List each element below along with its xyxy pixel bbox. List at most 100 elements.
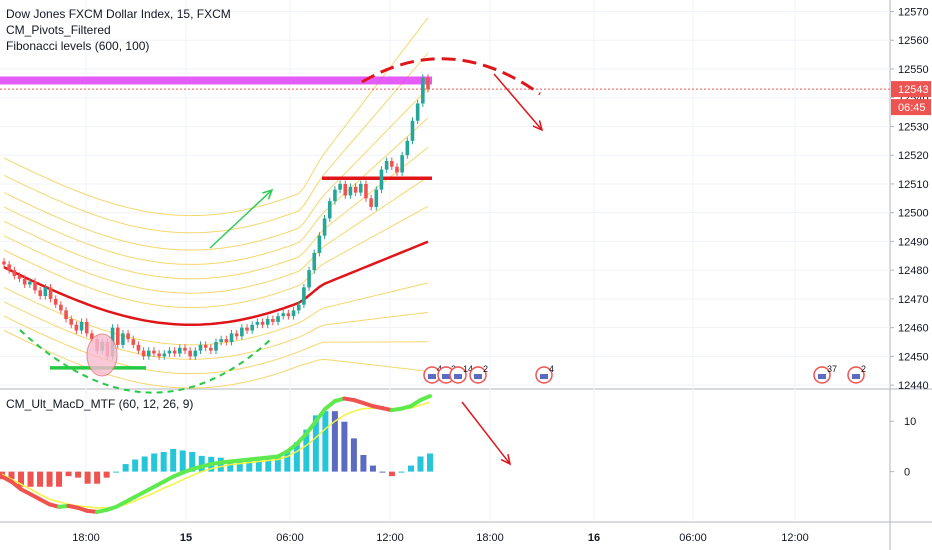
fib-band-line — [3, 88, 429, 251]
macd-hist-bar — [312, 415, 319, 472]
macd-hist-bar — [284, 450, 291, 472]
macd-hist-bar — [322, 411, 329, 472]
event-marker-count: 2 — [861, 364, 866, 374]
candle-body — [33, 281, 37, 291]
macd-hist-bar — [113, 471, 120, 473]
candle-body — [405, 140, 410, 156]
candle-body — [333, 189, 337, 202]
x-tick-label: 06:00 — [276, 532, 304, 544]
candle-body — [157, 353, 161, 357]
macd-hist-bar — [170, 448, 177, 472]
candle-body — [43, 287, 48, 297]
macd-hist-bar — [427, 453, 433, 472]
macd-hist-bar — [303, 429, 310, 472]
macd-hist-bar — [151, 453, 158, 472]
candle-body — [79, 321, 84, 331]
macd-hist-bar — [217, 457, 224, 472]
arrow-down-macd — [461, 401, 511, 465]
legend-symbol[interactable]: Dow Jones FXCM Dollar Index, 15, FXCM — [6, 7, 231, 21]
candle-body — [162, 353, 167, 357]
candle-body — [48, 287, 53, 299]
candle-body — [64, 310, 68, 320]
legend-indicator-fib[interactable]: Fibonacci levels (600, 100) — [6, 39, 150, 53]
macd-line-segment — [294, 431, 309, 446]
x-tick-label: 15 — [180, 532, 192, 544]
fib-band-line — [3, 330, 429, 389]
candle-body — [172, 350, 177, 354]
macd-hist-bar — [379, 471, 386, 473]
x-tick-label: 12:00 — [376, 532, 404, 544]
candle-body — [219, 339, 223, 343]
candle-body — [90, 333, 94, 340]
candle-body — [2, 261, 6, 265]
arrow-up-head — [262, 188, 274, 200]
candle-body — [136, 344, 141, 351]
macd-hist-bar — [293, 442, 300, 472]
fib-band-line — [3, 52, 429, 234]
candle-body — [229, 333, 234, 343]
macd-line-segment — [285, 441, 299, 454]
fib-band-line — [3, 301, 429, 360]
macd-hist-bar — [46, 471, 53, 487]
macd-hist-bar — [18, 471, 25, 487]
candle-body — [291, 310, 296, 317]
macd-hist-bar — [84, 471, 91, 484]
y-tick-label: 12490 — [898, 236, 929, 248]
flag-icon — [818, 374, 826, 379]
macd-hist-bar — [189, 451, 196, 472]
candle-body — [53, 298, 58, 305]
flag-icon — [540, 374, 548, 379]
arrow-down-main-head — [532, 120, 544, 132]
y-tick-label: 12450 — [898, 351, 929, 363]
x-tick-label: 06:00 — [679, 532, 707, 544]
candle-body — [260, 321, 265, 325]
macd-hist-bar — [398, 471, 405, 473]
macd-hist-bar — [94, 471, 101, 484]
annotations — [19, 57, 544, 466]
candle-body — [379, 169, 384, 190]
fib-band-line — [3, 17, 429, 217]
candle-body — [12, 270, 17, 276]
candle-body — [188, 350, 192, 357]
candle-body — [167, 350, 172, 354]
candle-body — [302, 287, 306, 305]
candle-body — [426, 77, 430, 90]
flag-icon — [428, 374, 436, 379]
candle-body — [322, 218, 327, 236]
x-tick-label: 12:00 — [781, 532, 809, 544]
macd-hist-bar — [198, 455, 205, 472]
candle-body — [245, 327, 249, 331]
macd-hist-bar — [360, 454, 367, 472]
macd-hist-bar — [407, 465, 414, 472]
candle-body — [255, 321, 260, 325]
x-tick-label: 18:00 — [72, 532, 100, 544]
macd-pane[interactable] — [0, 394, 433, 514]
candle-body — [307, 270, 311, 288]
macd-hist-bar — [331, 411, 338, 472]
event-marker-count: 4 — [437, 364, 442, 374]
macd-hist-bar — [417, 456, 424, 472]
fib-band-line — [3, 147, 429, 280]
candle-body — [198, 344, 203, 351]
event-markers[interactable]: 431424372 — [423, 364, 866, 384]
time-axis[interactable]: 18:00 15 06:00 12:00 18:00 16 06:00 12:00 — [72, 532, 809, 544]
price-axis[interactable]: 12440 12450 12460 12470 12480 12490 12500 12510… — [890, 6, 931, 479]
candlestick-series[interactable] — [2, 74, 430, 360]
event-marker-count: 2 — [483, 364, 488, 374]
candle-body — [84, 321, 89, 334]
candle-body — [317, 235, 322, 253]
candle-body — [214, 342, 218, 351]
bottom-arc — [19, 329, 271, 394]
legend-macd[interactable]: CM_Ult_MacD_MTF (60, 12, 26, 9) — [6, 397, 194, 411]
legend-indicator-pivots[interactable]: CM_Pivots_Filtered — [6, 23, 111, 37]
candle-body — [146, 350, 151, 357]
candle-body — [296, 304, 301, 311]
candle-body — [240, 327, 244, 337]
candle-body — [193, 350, 198, 357]
candle-body — [203, 344, 208, 348]
macd-hist-bar — [8, 471, 15, 480]
macd-hist-bar — [27, 471, 34, 487]
y-tick-label: 12480 — [898, 265, 929, 277]
last-price-badge-bg — [891, 81, 931, 98]
